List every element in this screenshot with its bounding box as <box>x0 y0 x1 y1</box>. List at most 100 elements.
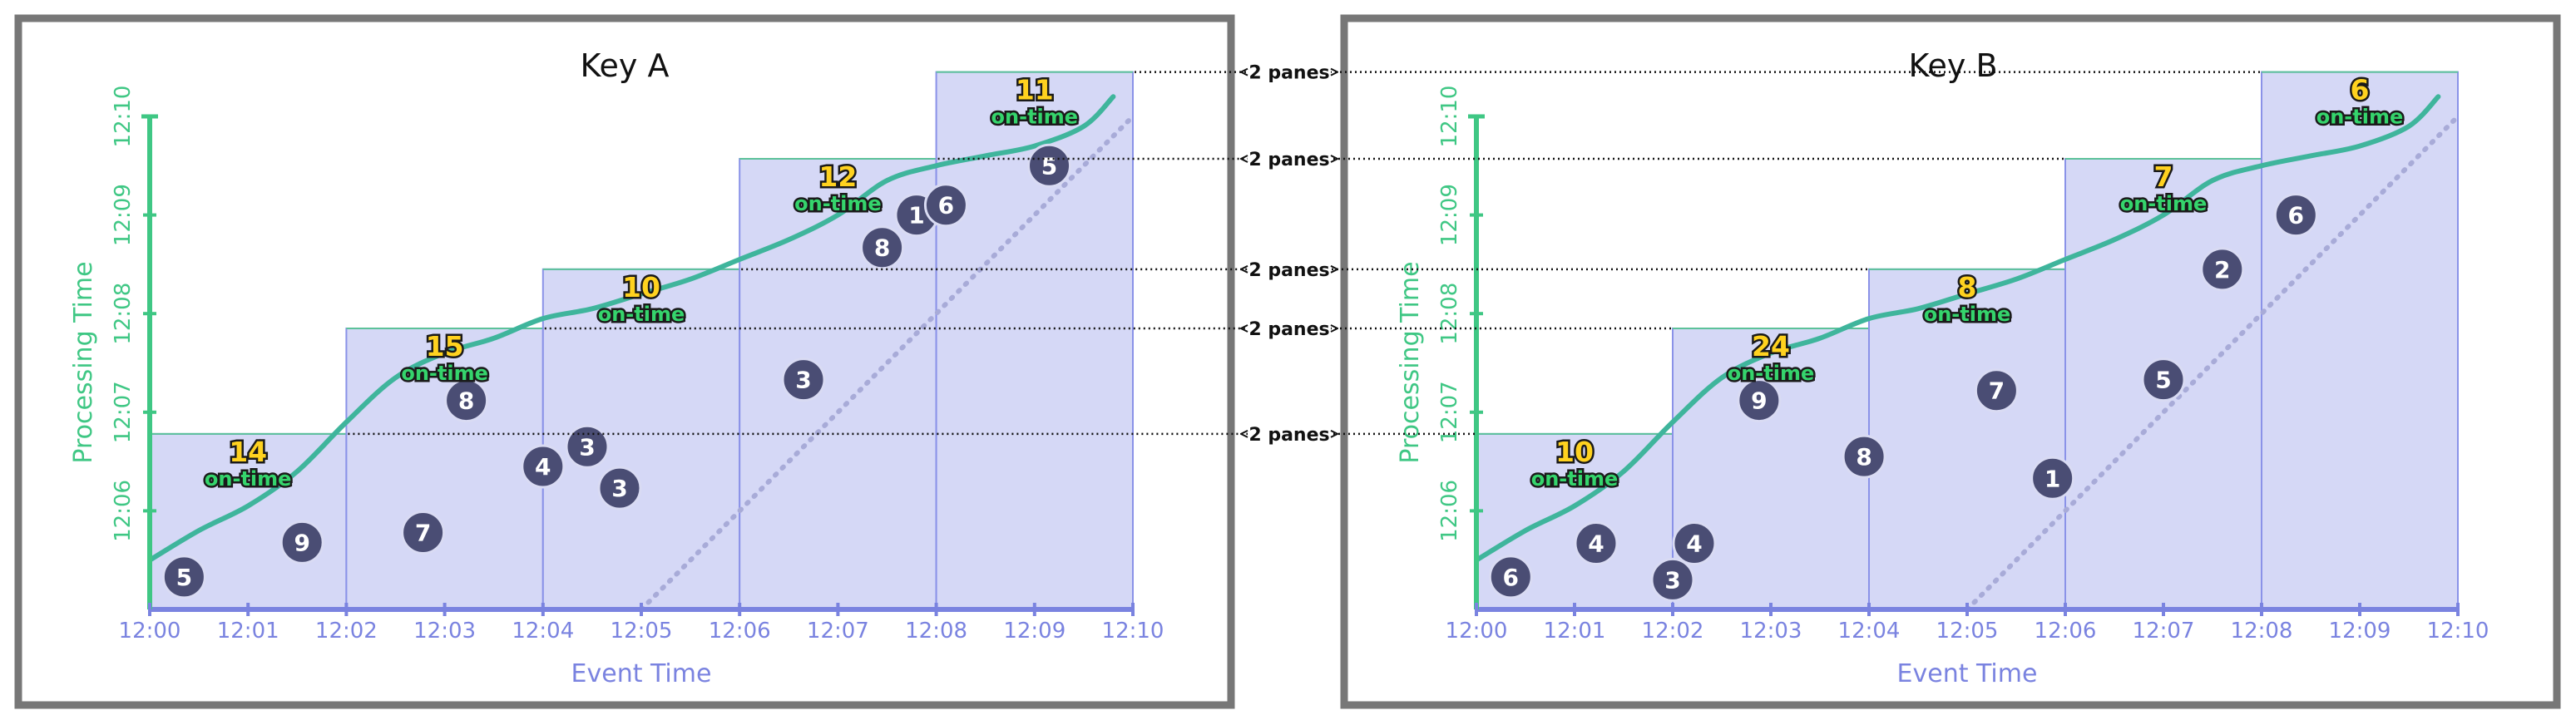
data-point-value: 8 <box>1856 443 1871 471</box>
pane-timing: on-time <box>2316 106 2404 129</box>
pane-connectors: 2 panes 2 panes 2 panes 2 panes 2 panes <box>348 63 2260 446</box>
pane-timing: on-time <box>1531 467 1619 491</box>
data-point: 3 <box>781 358 826 402</box>
data-point-circle <box>2200 247 2245 292</box>
data-point: 7 <box>401 510 446 555</box>
pane-sum: 24 <box>1752 330 1790 362</box>
data-point: 5 <box>2141 358 2186 402</box>
data-point-value: 7 <box>415 519 431 546</box>
x-tick-label: 12:08 <box>905 619 967 644</box>
x-tick-label: 12:09 <box>2329 619 2391 644</box>
data-point-circle <box>597 466 642 510</box>
pane-sum: 6 <box>2351 74 2370 106</box>
data-point-circle <box>279 520 324 565</box>
data-point: 7 <box>1974 368 2019 413</box>
panel-frame-key-a <box>14 14 1235 709</box>
data-point-circle <box>161 555 206 599</box>
data-point: 3 <box>1650 557 1695 602</box>
connector-label: 2 panes <box>1248 150 1329 170</box>
panel-frame-key-b <box>1340 14 2561 709</box>
x-axis-label: Event Time <box>1897 659 2038 688</box>
data-point-circle <box>2141 358 2186 402</box>
data-point: 5 <box>161 555 206 599</box>
data-point-value: 1 <box>908 202 924 229</box>
pane-timing: on-time <box>205 467 292 491</box>
data-point-value: 3 <box>579 433 595 461</box>
x-tick-label: 12:07 <box>2133 619 2195 644</box>
ideal-watermark-line <box>1965 114 2460 612</box>
data-point-value: 9 <box>294 529 309 556</box>
x-tick-label: 12:05 <box>1936 619 1999 644</box>
pane-sum: 14 <box>229 436 267 468</box>
data-point-circle <box>1488 555 1533 599</box>
data-point: 4 <box>521 444 566 489</box>
data-point-value: 8 <box>874 234 890 262</box>
x-tick-label: 12:10 <box>2427 619 2489 644</box>
data-point-value: 8 <box>458 387 474 415</box>
y-axis-label: Processing Time <box>1396 261 1425 463</box>
data-point: 3 <box>565 424 610 469</box>
watermark-curve <box>1474 94 2441 563</box>
x-axis-label: Event Time <box>571 659 712 688</box>
data-point-value: 3 <box>611 475 627 502</box>
data-point: 9 <box>279 520 324 565</box>
x-tick-label: 12:05 <box>611 619 673 644</box>
data-point-circle <box>521 444 566 489</box>
pane-window <box>2261 71 2459 610</box>
pane-connector: 2 panes <box>1135 63 2260 84</box>
pane-window <box>345 327 544 610</box>
y-tick-label: 12:09 <box>111 184 136 246</box>
chart-key-a: Key A 12:00 12:01 12:02 12:03 12:04 12:05 12:0… <box>69 47 1164 688</box>
pane-sum: 11 <box>1016 74 1054 106</box>
y-tick-label: 12:10 <box>1437 86 1462 148</box>
pane-sum: 12 <box>818 160 857 193</box>
x-tick-label: 12:04 <box>1838 619 1901 644</box>
data-point: 3 <box>597 466 642 510</box>
y-tick-label: 12:06 <box>1437 480 1462 542</box>
pane-sum: 10 <box>622 271 660 303</box>
data-point-circle <box>401 510 446 555</box>
x-tick-label: 12:01 <box>1544 619 1606 644</box>
data-point-circle <box>565 424 610 469</box>
x-tick-label: 12:09 <box>1003 619 1066 644</box>
pane-connector: 2 panes <box>937 150 2064 170</box>
pane-connector: 2 panes <box>544 319 1671 340</box>
data-point-circle <box>1650 557 1695 602</box>
pane-sum: 15 <box>426 330 464 362</box>
connector-label: 2 panes <box>1248 260 1329 281</box>
y-tick-label: 12:08 <box>111 283 136 345</box>
data-point-circle <box>1027 143 1072 188</box>
ideal-watermark-line <box>639 114 1135 612</box>
data-point: 2 <box>2200 247 2245 292</box>
x-tick-label: 12:00 <box>1446 619 1508 644</box>
y-tick-label: 12:07 <box>111 381 136 443</box>
chart-key-b: Key B 12:00 12:01 12:02 12:03 12:04 12:05 12:0… <box>1396 47 2489 688</box>
data-point-value: 5 <box>1041 152 1057 180</box>
pane-timing: on-time <box>991 106 1079 129</box>
x-tick-label: 12:01 <box>217 619 279 644</box>
data-point-circle <box>1574 521 1619 566</box>
pane-timing: on-time <box>598 303 685 326</box>
x-tick-label: 12:02 <box>1642 619 1704 644</box>
pane-timing: on-time <box>794 192 882 215</box>
y-tick-label: 12:06 <box>111 480 136 542</box>
data-point: 8 <box>444 378 489 423</box>
x-tick-label: 12:03 <box>413 619 476 644</box>
data-point-value: 4 <box>535 453 551 481</box>
data-point: 6 <box>2273 193 2318 238</box>
data-point-value: 4 <box>1588 530 1604 558</box>
pane-connector: 2 panes <box>348 425 1475 446</box>
data-point-value: 4 <box>1686 530 1702 558</box>
pane-timing: on-time <box>2120 192 2208 215</box>
y-tick-label: 12:09 <box>1437 184 1462 246</box>
data-point-value: 9 <box>1751 387 1767 415</box>
data-point: 5 <box>1027 143 1072 188</box>
x-tick-label: 12:08 <box>2231 619 2293 644</box>
data-point-value: 6 <box>1503 564 1519 591</box>
